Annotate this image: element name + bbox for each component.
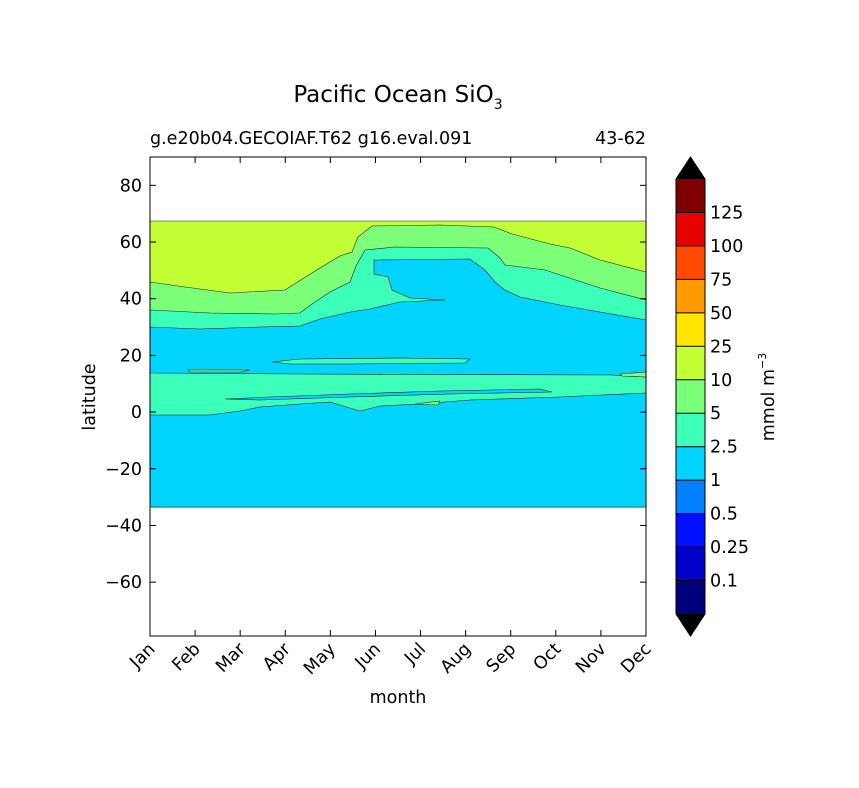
colorbar-tick-label: 10	[710, 371, 732, 391]
colorbar-over-arrow	[676, 157, 705, 179]
x-tick-label: Dec	[617, 639, 655, 677]
y-tick-label: 20	[120, 346, 142, 366]
contour-island-5	[414, 400, 441, 406]
colorbar-segment	[676, 413, 705, 447]
contour-region-1	[150, 258, 646, 378]
x-tick-label: Jun	[351, 639, 385, 673]
y-tick-label: −40	[105, 516, 142, 536]
axes-frame	[149, 156, 647, 637]
colorbar-tick-label: 0.25	[710, 538, 749, 558]
contour-island-4	[619, 371, 646, 378]
y-tick-label: 40	[120, 290, 142, 310]
y-axis: 80 60 40 20 0 −20 −40 −60	[105, 176, 646, 593]
colorbar-label-text: mmol m	[759, 369, 779, 441]
colorbar-segment	[676, 312, 705, 347]
colorbar-tick-label: 0.1	[710, 572, 738, 592]
colorbar-tick-label: 75	[710, 270, 732, 290]
contour-region-1-lower	[150, 392, 646, 508]
x-tick-label: Mar	[212, 639, 250, 677]
colorbar-segment	[676, 279, 705, 313]
colorbar-outline	[675, 156, 706, 637]
colorbar-tick-label: 1	[710, 471, 721, 491]
colorbar-segment	[676, 513, 705, 548]
colorbar-segment	[676, 480, 705, 514]
colorbar-segment	[676, 379, 705, 414]
chart-title-main: Pacific Ocean SiO	[293, 82, 493, 108]
colorbar-tick-label: 5	[710, 404, 721, 424]
contour-island-2	[187, 369, 251, 373]
y-tick-label: 60	[120, 233, 142, 253]
colorbar: 0.1 0.25 0.5 1 2.5 5 10 25 50 75 100 125	[675, 156, 749, 637]
x-tick-label: Nov	[572, 639, 610, 677]
colorbar-segment	[676, 179, 705, 213]
contour-island-1	[271, 357, 471, 365]
y-tick-label: −20	[105, 460, 142, 480]
x-tick-label: Oct	[530, 639, 566, 675]
x-axis-label: month	[370, 688, 427, 708]
contour-fill	[150, 220, 646, 508]
colorbar-segment	[676, 245, 705, 280]
colorbar-tick-label: 2.5	[710, 438, 738, 458]
colorbar-tick-label: 0.5	[710, 505, 738, 525]
y-tick-label: 80	[120, 176, 142, 196]
colorbar-tick-label: 25	[710, 337, 732, 357]
right-subtitle: 43-62	[595, 129, 646, 149]
colorbar-label-superscript: −3	[756, 353, 769, 369]
colorbar-segment	[676, 212, 705, 246]
y-axis-label: latitude	[80, 363, 100, 430]
chart-title: Pacific Ocean SiO3	[293, 82, 502, 113]
x-tick-label: Sep	[483, 639, 520, 676]
colorbar-under-arrow	[676, 614, 705, 636]
colorbar-tick-label: 50	[710, 304, 732, 324]
x-tick-label: Aug	[437, 639, 475, 677]
y-tick-label: −60	[105, 573, 142, 593]
y-tick-label: 0	[131, 403, 142, 423]
x-tick-label: Feb	[169, 639, 205, 675]
chart-title-subscript: 3	[494, 97, 503, 113]
left-subtitle: g.e20b04.GECOIAF.T62 g16.eval.091	[150, 129, 472, 149]
colorbar-tick-label: 100	[710, 237, 743, 257]
colorbar-label: mmol m−3	[756, 353, 779, 442]
colorbar-segment	[676, 547, 705, 581]
x-tick-label: May	[300, 639, 340, 679]
x-tick-label: Jul	[400, 639, 430, 669]
colorbar-segment	[676, 446, 705, 481]
x-tick-label: Apr	[259, 639, 295, 675]
colorbar-segment	[676, 580, 705, 614]
colorbar-tick-label: 125	[710, 203, 743, 223]
contour-island-3	[224, 388, 553, 401]
x-tick-label: Jan	[126, 639, 160, 673]
colorbar-segment	[676, 346, 705, 380]
